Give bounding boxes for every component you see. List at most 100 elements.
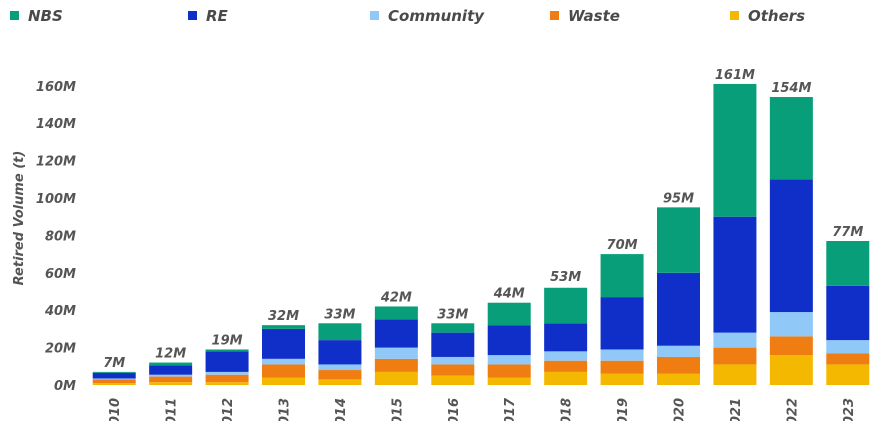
bar-nbs-2019 (600, 254, 644, 298)
legend-label: RE (206, 7, 229, 25)
legend-label: Others (748, 7, 805, 25)
legend: NBS RE Community Waste Others (10, 7, 805, 25)
legend-item-nbs: NBS (10, 7, 63, 25)
bar-waste-2020 (657, 356, 700, 374)
bar-stack-2014 (318, 323, 362, 385)
bar-others-2022 (769, 355, 813, 385)
y-tick-label: 20M (45, 342, 76, 357)
bar-community-2018 (544, 351, 588, 361)
bar-re-2023 (826, 285, 870, 341)
y-tick-label: 40M (44, 304, 76, 319)
x-tick-label-2016: 2016 (447, 398, 462, 421)
legend-label: Community (388, 7, 485, 25)
y-tick-label: 140M (36, 117, 76, 132)
bar-stack-2015 (374, 306, 418, 385)
total-label-2019: 70M (607, 238, 638, 253)
total-label-2010: 7M (103, 356, 125, 371)
bar-waste-2022 (769, 336, 813, 356)
bar-stack-2012 (205, 349, 249, 385)
bar-others-2020 (657, 373, 700, 385)
bar-others-2017 (487, 377, 531, 385)
bar-re-2017 (487, 325, 531, 356)
bar-re-2010 (92, 372, 136, 379)
x-tick-label-2010: 2010 (108, 398, 123, 421)
legend-swatch (550, 11, 559, 20)
y-tick-label: 120M (36, 155, 76, 170)
bar-waste-2012 (205, 374, 249, 383)
bar-waste-2016 (431, 364, 475, 376)
y-tick-label: 80M (45, 229, 76, 244)
x-tick-label-2019: 2019 (616, 398, 631, 421)
bar-nbs-2021 (713, 83, 757, 217)
bar-others-2018 (544, 371, 588, 385)
bar-others-2011 (149, 382, 193, 385)
y-tick-label: 0M (54, 379, 76, 394)
bar-community-2021 (713, 332, 757, 348)
bar-nbs-2014 (318, 323, 362, 341)
bar-community-2022 (769, 312, 813, 337)
y-tick-label: 60M (45, 267, 76, 282)
bar-waste-2011 (149, 376, 193, 383)
total-label-2023: 77M (832, 225, 863, 240)
bar-others-2016 (431, 375, 475, 385)
x-tick-label-2023: 2023 (842, 398, 857, 421)
legend-swatch (730, 11, 739, 20)
x-tick-label-2020: 2020 (673, 398, 688, 421)
bar-re-2015 (374, 319, 418, 348)
bar-waste-2021 (713, 347, 757, 365)
total-label-2011: 12M (155, 347, 186, 362)
bar-community-2011 (149, 374, 193, 377)
legend-swatch (188, 11, 197, 20)
bar-community-2019 (600, 349, 644, 361)
legend-label: NBS (28, 7, 63, 25)
bar-community-2012 (205, 371, 249, 375)
bar-stack-2018 (544, 287, 588, 385)
bar-stack-2023 (826, 241, 870, 385)
bar-re-2011 (149, 365, 193, 375)
bar-others-2023 (826, 364, 870, 385)
x-tick-label-2013: 2013 (278, 398, 293, 421)
bar-community-2010 (92, 378, 136, 380)
bar-re-2021 (713, 216, 757, 333)
bar-others-2012 (205, 382, 249, 385)
bar-re-2014 (318, 340, 362, 365)
legend-item-community: Community (370, 7, 485, 25)
bar-nbs-2023 (826, 241, 870, 286)
x-tick-label-2012: 2012 (221, 398, 236, 421)
bar-nbs-2020 (657, 207, 700, 273)
bar-nbs-2016 (431, 323, 475, 333)
bar-community-2015 (374, 347, 418, 359)
y-axis: 0M 20M 40M 60M 80M 100M 120M 140M 160M (36, 80, 76, 394)
bar-waste-2019 (600, 360, 644, 374)
bar-nbs-2010 (92, 371, 136, 373)
bar-waste-2018 (544, 360, 588, 372)
total-label-2016: 33M (437, 307, 468, 322)
bar-re-2012 (205, 351, 249, 372)
x-tick-label-2015: 2015 (390, 398, 405, 421)
bar-stack-2021 (713, 83, 757, 385)
x-tick-label-2021: 2021 (729, 398, 744, 421)
y-tick-label: 160M (36, 80, 76, 95)
bar-stack-2013 (262, 325, 305, 385)
bar-waste-2023 (826, 353, 870, 365)
bar-community-2017 (487, 355, 531, 365)
legend-label: Waste (568, 7, 620, 25)
total-label-2015: 42M (380, 290, 412, 305)
total-label-2018: 53M (550, 270, 581, 285)
bar-stack-2019 (600, 254, 644, 385)
x-tick-label-2022: 2022 (785, 398, 800, 421)
x-tick-label-2011: 2011 (165, 398, 180, 421)
x-axis: 2010 2011 2012 2013 2014 2015 2016 2017 2018 2019… (108, 397, 857, 421)
bar-stack-2020 (657, 207, 700, 385)
total-label-2017: 44M (493, 287, 525, 302)
bar-community-2014 (318, 364, 362, 371)
total-label-2013: 32M (268, 309, 299, 324)
bar-others-2019 (600, 373, 644, 385)
bar-others-2015 (374, 371, 418, 385)
bar-nbs-2017 (487, 302, 531, 326)
bar-re-2016 (431, 332, 475, 357)
bar-nbs-2022 (769, 97, 813, 180)
bar-waste-2017 (487, 364, 531, 378)
bar-community-2013 (262, 358, 305, 365)
